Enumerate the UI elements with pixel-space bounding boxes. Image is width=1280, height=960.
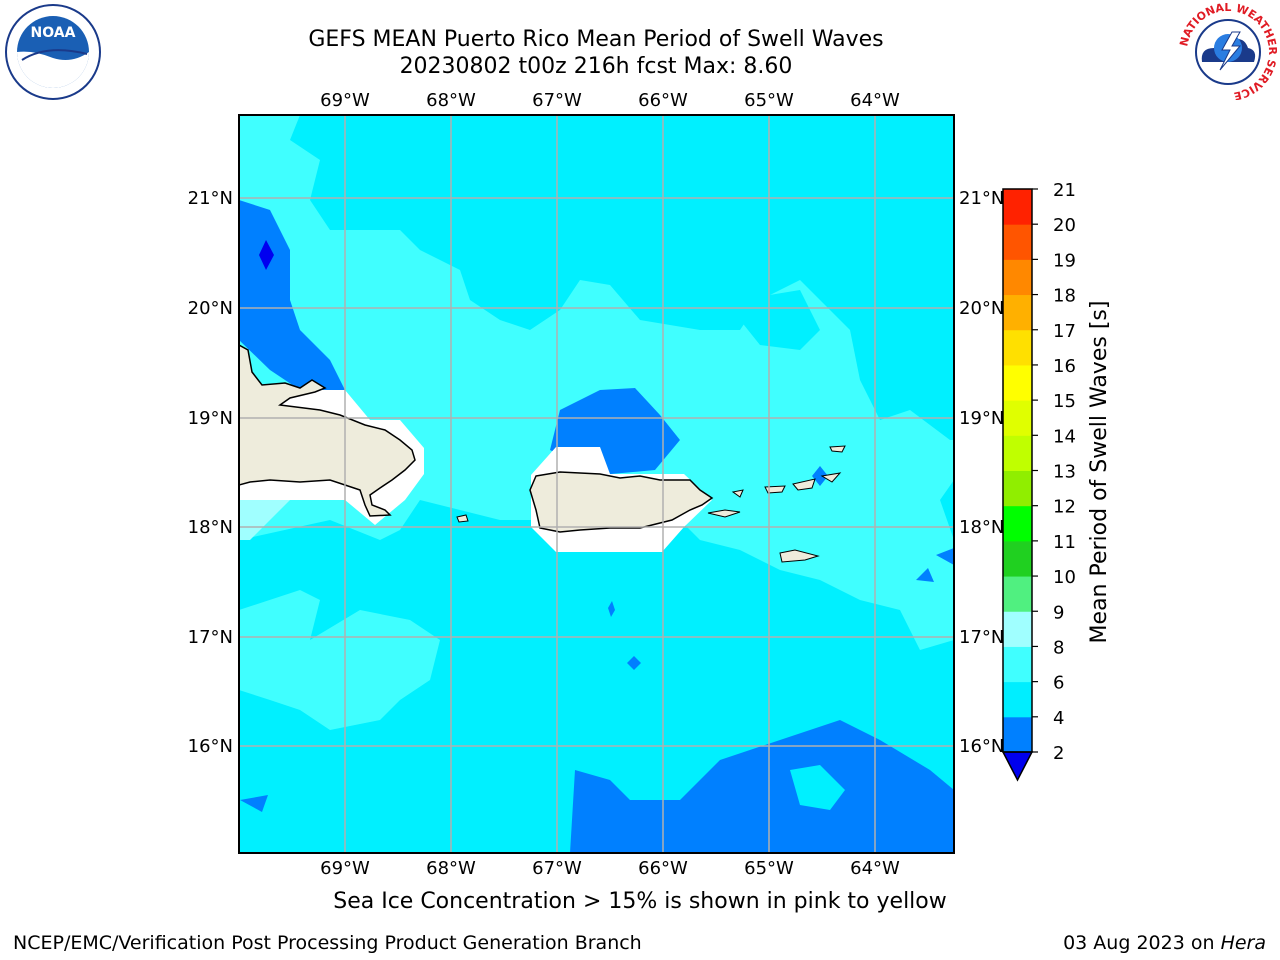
colorbar-tick-label: 18 [1053,286,1076,307]
colorbar-segment [1003,540,1032,577]
lat-label-right: 16°N [959,736,1004,757]
contour-8-9 [239,500,290,540]
lon-labels-top: 69°W 68°W 67°W 66°W 65°W 64°W [320,90,900,111]
colorbar-tick-label: 12 [1053,497,1076,518]
lon-label-top: 68°W [426,90,476,111]
lon-label-top: 69°W [320,90,370,111]
lon-label-bottom: 66°W [638,858,688,879]
lat-label-right: 21°N [959,188,1004,209]
colorbar-segment [1003,505,1032,542]
lat-label-right: 20°N [959,298,1004,319]
colorbar-label: Mean Period of Swell Waves [s] [1087,301,1112,644]
colorbar-segment [1003,294,1032,331]
colorbar-segment [1003,716,1032,753]
title-line-1: GEFS MEAN Puerto Rico Mean Period of Swe… [308,27,884,52]
lat-label-right: 19°N [959,408,1004,429]
colorbar-segment [1003,259,1032,296]
colorbar-under-arrow [1001,751,1034,782]
colorbar-tick-label: 15 [1053,391,1076,412]
colorbar-tick-label: 19 [1053,250,1076,271]
colorbar: 2 4 6 8 9 10 11 12 13 14 15 16 17 18 19 20 21 [1001,180,1076,782]
lon-label-bottom: 64°W [850,858,900,879]
colorbar-segment [1003,329,1032,366]
colorbar-segment [1003,189,1032,225]
colorbar-tick-label: 20 [1053,215,1076,236]
contour-2-4-south [570,720,954,853]
lon-label-bottom: 65°W [744,858,794,879]
lon-label-bottom: 68°W [426,858,476,879]
noaa-logo: NOAA [5,4,101,100]
lon-labels-bottom: 69°W 68°W 67°W 66°W 65°W 64°W [320,858,900,879]
lon-label-top: 66°W [638,90,688,111]
lon-label-top: 64°W [850,90,900,111]
colorbar-tick-label: 2 [1053,743,1064,764]
credit-branch: NCEP/EMC/Verification Post Processing Pr… [13,932,642,954]
colorbar-tick-label: 14 [1053,426,1076,447]
colorbar-tick-label: 11 [1053,532,1076,553]
title-line-2: 20230802 t00z 216h fcst Max: 8.60 [399,54,793,79]
colorbar-segment [1003,224,1032,260]
lon-label-bottom: 67°W [532,858,582,879]
colorbar-segment [1003,611,1032,647]
colorbar-tick-label: 21 [1053,180,1076,201]
map-plot-area [239,115,954,853]
colorbar-segment [1003,364,1032,401]
lon-label-top: 67°W [532,90,582,111]
lon-label-top: 65°W [744,90,794,111]
credit-date-text: 03 Aug 2023 on [1063,932,1221,954]
noaa-logo-text: NOAA [31,25,76,41]
credit-host: Hera [1220,932,1266,954]
lat-label-left: 21°N [188,188,233,209]
map-frame [238,114,955,854]
contour-below-2 [259,240,274,270]
lat-label-left: 17°N [188,627,233,648]
colorbar-tick-label: 8 [1053,637,1064,658]
colorbar-tick-label: 17 [1053,321,1076,342]
graticule [239,115,954,853]
colorbar-segment [1003,576,1032,612]
colorbar-tick-label: 6 [1053,673,1064,694]
lat-label-left: 20°N [188,298,233,319]
colorbar-tick-label: 16 [1053,356,1076,377]
colorbar-tick-label: 13 [1053,462,1076,483]
lon-label-bottom: 69°W [320,858,370,879]
lat-label-right: 17°N [959,627,1004,648]
colorbar-segment [1003,646,1032,683]
colorbar-segment [1003,400,1032,436]
colorbar-segment [1003,435,1032,471]
st-croix-island [779,549,820,563]
lat-label-left: 16°N [188,736,233,757]
colorbar-segment [1003,681,1032,718]
lat-label-left: 18°N [188,517,233,538]
nws-logo: NATIONAL WEATHER SERVICE [1178,2,1278,100]
credit-date: 03 Aug 2023 on Hera [1063,932,1266,954]
lat-label-left: 19°N [188,408,233,429]
lat-label-right: 18°N [959,517,1004,538]
colorbar-tick-label: 10 [1053,567,1076,588]
puerto-rico-landmass [529,471,714,533]
colorbar-tick-label: 9 [1053,602,1064,623]
colorbar-segment [1003,470,1032,507]
hispaniola-landmass [239,344,416,517]
colorbar-tick-label: 4 [1053,708,1064,729]
lat-labels-right: 21°N 20°N 19°N 18°N 17°N 16°N [959,188,1004,757]
lat-labels-left: 21°N 20°N 19°N 18°N 17°N 16°N [188,188,233,757]
sea-ice-caption: Sea Ice Concentration > 15% is shown in … [333,889,947,914]
